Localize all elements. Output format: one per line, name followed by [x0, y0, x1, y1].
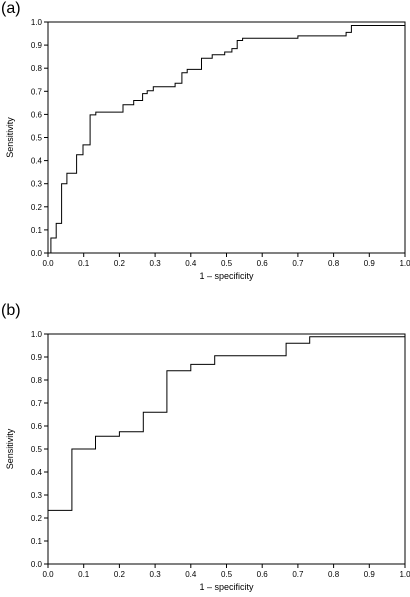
x-tick-label: 0.0	[42, 259, 54, 268]
x-tick-label: 0.4	[185, 570, 197, 579]
y-axis-title: Sensitivity	[5, 117, 15, 158]
x-tick-label: 0.4	[185, 259, 197, 268]
x-tick-label: 0.3	[150, 570, 162, 579]
y-tick-label: 1.0	[31, 18, 43, 27]
x-tick-label: 0.2	[114, 259, 126, 268]
roc-curve-line	[47, 334, 406, 564]
y-tick-label: 0.4	[31, 468, 43, 477]
panel-label-b: (b)	[1, 302, 21, 319]
x-tick-label: 0.6	[257, 570, 269, 579]
y-tick-label: 0.6	[31, 422, 43, 431]
plot-frame	[47, 333, 406, 565]
x-tick-label: 0.9	[364, 259, 376, 268]
y-tick-label: 0.9	[31, 41, 43, 50]
x-tick-label: 0.3	[150, 259, 162, 268]
x-tick-label: 0.1	[78, 570, 90, 579]
x-tick-label: 0.7	[292, 570, 304, 579]
y-tick-label: 0.3	[31, 491, 43, 500]
x-tick-label: 0.5	[221, 259, 233, 268]
y-tick-label: 0.6	[31, 110, 43, 119]
y-tick-label: 0.3	[31, 180, 43, 189]
x-tick-label: 0.5	[221, 570, 233, 579]
roc-figure-b: (b) 0.0 0.1 0.2 0.3 0.4 0.5 0.6 0.7 0.8 0.9 1.0 0.0…	[0, 302, 410, 597]
x-axis-title: 1 – specificity	[199, 271, 254, 281]
y-tick-label: 0.2	[31, 514, 43, 523]
x-tick-label: 0.8	[328, 570, 340, 579]
y-axis-title: Sensitivity	[5, 428, 15, 469]
x-tick-label: 1.0	[399, 570, 410, 579]
x-tick-label: 0.7	[292, 259, 304, 268]
x-tick-label: 0.2	[114, 570, 126, 579]
y-tick-label: 0.7	[31, 87, 43, 96]
y-tick-label: 0.8	[31, 64, 43, 73]
y-tick-label: 0.0	[31, 560, 43, 569]
x-tick-label: 0.8	[328, 259, 340, 268]
y-tick-label: 0.8	[31, 376, 43, 385]
plot-frame	[47, 21, 406, 254]
x-tick-label: 0.9	[364, 570, 376, 579]
y-tick-label: 0.1	[31, 226, 43, 235]
roc-chart-a: 0.0 0.1 0.2 0.3 0.4 0.5 0.6 0.7 0.8 0.9 1.0 0.0 0.1 0…	[5, 18, 410, 281]
x-tick-label: 0.6	[257, 259, 269, 268]
y-tick-label: 0.7	[31, 399, 43, 408]
x-tick-label: 0.1	[78, 259, 90, 268]
y-tick-label: 0.9	[31, 353, 43, 362]
y-tick-label: 1.0	[31, 330, 43, 339]
roc-figure-a: (a) 0.0 0.1 0.2 0.3 0.4 0.5 0.6 0.7 0.8 0.9 1.0 0.0…	[0, 0, 410, 290]
x-tick-label: 1.0	[399, 259, 410, 268]
roc-curve-line	[48, 22, 406, 254]
x-axis-title: 1 – specificity	[199, 582, 254, 592]
y-tick-label: 0.1	[31, 537, 43, 546]
y-tick-label: 0.5	[31, 445, 43, 454]
y-tick-label: 0.2	[31, 203, 43, 212]
y-tick-label: 0.5	[31, 134, 43, 143]
y-tick-label: 0.4	[31, 157, 43, 166]
x-tick-label: 0.0	[42, 570, 54, 579]
y-tick-label: 0.0	[31, 249, 43, 258]
panel-label-a: (a)	[1, 0, 21, 17]
roc-chart-b: 0.0 0.1 0.2 0.3 0.4 0.5 0.6 0.7 0.8 0.9 1.0 0.0 0.1 0…	[5, 330, 410, 592]
